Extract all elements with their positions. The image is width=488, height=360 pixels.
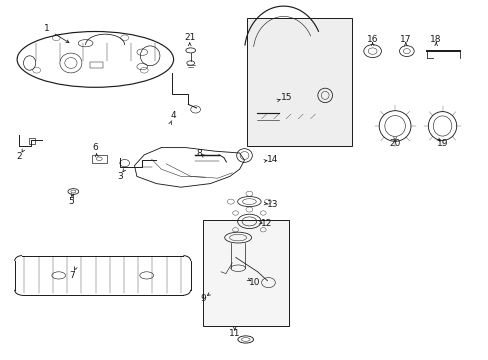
Text: 12: 12 [260, 219, 272, 228]
Text: 11: 11 [228, 328, 240, 338]
Text: 3: 3 [117, 172, 122, 181]
Text: 8: 8 [196, 149, 202, 158]
Text: 5: 5 [68, 197, 74, 206]
Bar [92, 155, 106, 163]
Text: 9: 9 [200, 294, 205, 303]
Text: 14: 14 [266, 154, 278, 163]
Text: 10: 10 [248, 278, 260, 287]
Bar [246, 18, 351, 146]
Text: 4: 4 [170, 111, 176, 120]
Text: 17: 17 [399, 35, 411, 44]
Text: 21: 21 [183, 33, 195, 42]
Text: 7: 7 [69, 271, 75, 280]
Bar [203, 220, 288, 326]
Text: 15: 15 [281, 93, 292, 102]
Text: 1: 1 [43, 24, 49, 33]
Text: 20: 20 [388, 139, 400, 148]
Text: 19: 19 [436, 139, 447, 148]
Text: 18: 18 [429, 35, 441, 44]
Text: 13: 13 [266, 200, 278, 209]
Bar [29, 138, 35, 144]
Text: 2: 2 [17, 152, 22, 161]
Text: 16: 16 [366, 35, 378, 44]
Text: 6: 6 [92, 143, 98, 152]
Bar [90, 62, 102, 68]
